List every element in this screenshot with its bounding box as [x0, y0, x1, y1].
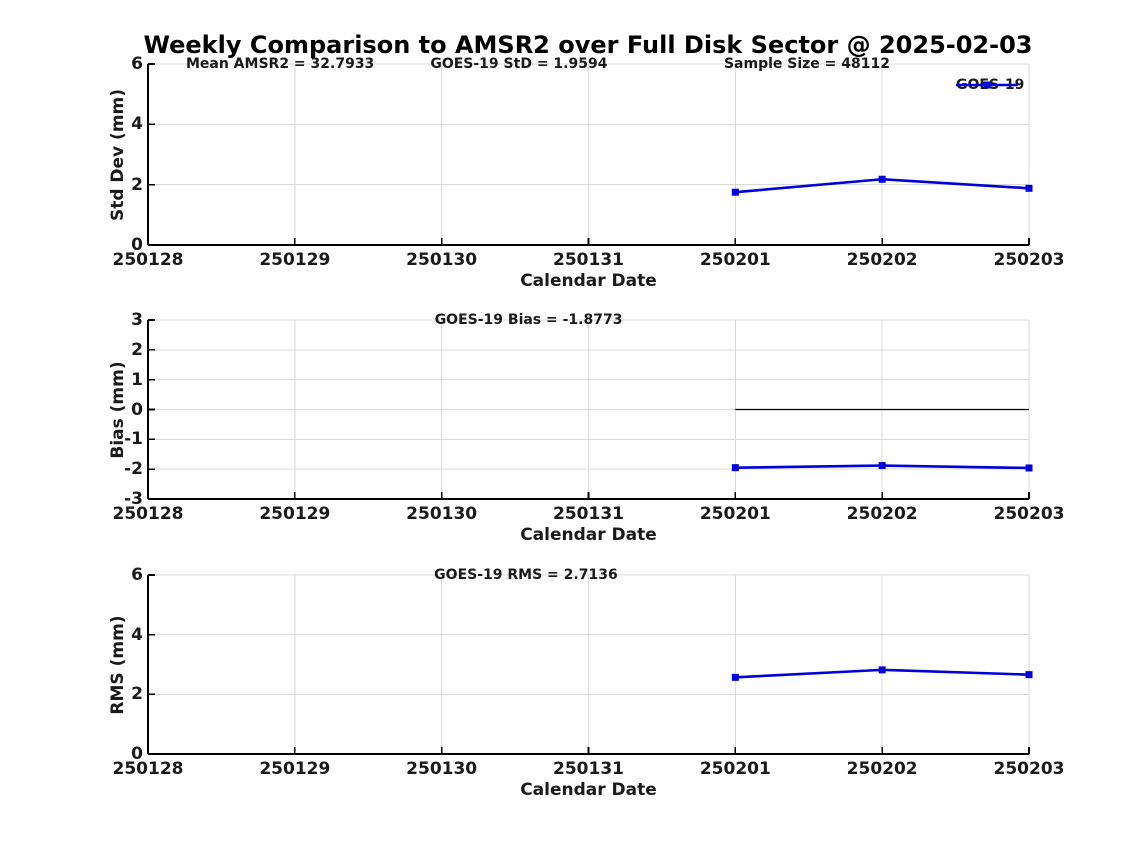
x-tick-label: 250201: [699, 504, 771, 524]
data-point-marker: [731, 188, 739, 196]
x-tick-label: 250128: [112, 504, 184, 524]
axis-lines: [147, 319, 1030, 500]
data-point-marker: [731, 673, 739, 681]
y-axis-label-std-dev: Std Dev (mm): [108, 88, 128, 221]
y-tick-label: -2: [124, 459, 143, 480]
annotation-sample-size: Sample Size = 48112: [723, 56, 890, 72]
x-tick-label: 250202: [846, 250, 918, 270]
y-tick-label: 2: [131, 174, 143, 195]
x-tick-label: 250129: [259, 250, 331, 270]
x-tick-label: 250129: [259, 504, 331, 524]
y-tick-label: 6: [131, 54, 143, 74]
figure-title: Weekly Comparison to AMSR2 over Full Dis…: [143, 31, 1033, 59]
x-axis-label: Calendar Date: [520, 780, 657, 800]
x-tick-label: 250131: [553, 759, 624, 779]
x-tick-label: 250203: [993, 759, 1065, 779]
legend: GOES-19: [956, 77, 1024, 93]
x-tick-label: 250203: [993, 504, 1065, 524]
x-tick-label: 250202: [846, 759, 918, 779]
annotation-goes19-std: GOES-19 StD = 1.9594: [430, 56, 608, 72]
grid-lines: [148, 574, 1030, 754]
y-tick-label: 3: [131, 310, 143, 330]
y-tick-label: 1: [131, 369, 143, 390]
y-tick-label: 4: [131, 114, 143, 135]
data-point-marker: [1025, 464, 1033, 472]
y-tick-label: 2: [131, 684, 143, 705]
y-tick-label: 0: [131, 744, 143, 764]
x-tick-label: 250130: [406, 250, 478, 270]
axis-lines: [147, 63, 1030, 246]
x-tick-label: 250129: [259, 759, 331, 779]
y-tick-label: 4: [131, 624, 143, 645]
data-point-marker: [878, 462, 886, 470]
x-tick-label: 250128: [112, 759, 184, 779]
x-tick-label: 250131: [553, 250, 624, 270]
y-tick-label: 0: [131, 399, 143, 420]
x-axis-label: Calendar Date: [520, 271, 657, 291]
legend-line-marker-icon: [956, 81, 1018, 89]
y-tick-label: -1: [124, 429, 143, 450]
x-tick-label: 250201: [699, 250, 771, 270]
annotation-goes19-rms: GOES-19 RMS = 2.7136: [434, 567, 618, 583]
annotation-goes19-bias: GOES-19 Bias = -1.8773: [434, 312, 623, 328]
y-tick-label: 2: [131, 339, 143, 360]
y-tick-label: 6: [131, 565, 143, 585]
y-tick-label: 0: [131, 235, 143, 255]
y-tick-label: -3: [124, 489, 143, 509]
x-tick-label: 250203: [993, 250, 1065, 270]
x-tick-label: 250130: [406, 759, 478, 779]
x-tick-label: 250201: [699, 759, 771, 779]
x-tick-label: 250128: [112, 250, 184, 270]
data-point-marker: [878, 666, 886, 674]
x-tick-label: 250130: [406, 504, 478, 524]
data-point-marker: [731, 464, 739, 472]
x-tick-label: 250202: [846, 504, 918, 524]
grid-lines: [148, 63, 1030, 245]
data-point-marker: [878, 175, 886, 183]
data-point-marker: [1025, 671, 1033, 679]
annotation-mean-amsr2: Mean AMSR2 = 32.7933: [185, 56, 375, 72]
x-tick-label: 250131: [553, 504, 624, 524]
axis-lines: [147, 574, 1030, 755]
x-axis-label: Calendar Date: [520, 525, 657, 545]
data-point-marker: [1025, 184, 1033, 192]
